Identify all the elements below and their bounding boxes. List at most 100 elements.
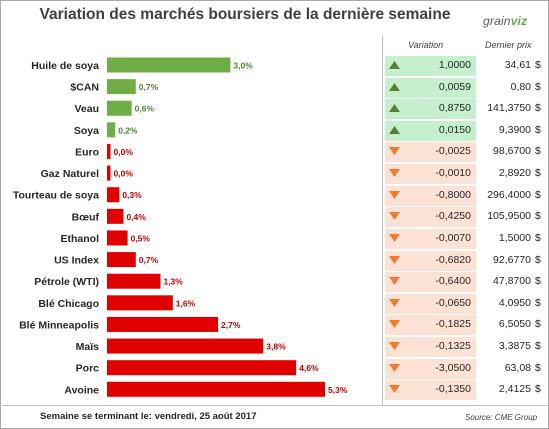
price-cell: [476, 142, 543, 163]
data-label: 0,0%: [114, 147, 134, 157]
last-price-value: 63,08: [504, 361, 531, 374]
logo-leaf-text: viz: [510, 14, 528, 28]
table-row: -0,6820 92,6770 $: [385, 250, 543, 271]
variation-value: -0,1325: [435, 340, 471, 353]
bar: [107, 252, 136, 268]
data-label: 4,6%: [299, 363, 319, 373]
variation-value: -0,1350: [435, 383, 471, 396]
data-label: 3,8%: [266, 342, 286, 352]
data-label: 5,3%: [328, 385, 348, 395]
category-label: Blé Minneapolis: [19, 319, 99, 331]
data-label: 0,6%: [135, 104, 155, 114]
arrow-down-icon: [389, 298, 400, 307]
bar: [107, 122, 116, 138]
currency-symbol: $: [535, 167, 541, 180]
category-label: Porc: [76, 363, 100, 375]
last-price-value: 92,6770: [493, 253, 531, 266]
last-price-value: 1,5000: [498, 231, 531, 244]
category-label: Bœuf: [72, 211, 100, 223]
bar: [107, 57, 231, 73]
data-label: 0,7%: [139, 255, 159, 265]
chart-title: Variation des marchés boursiers de la de…: [39, 6, 451, 23]
price-cell: [476, 207, 543, 228]
price-cell: [476, 77, 543, 98]
price-cell: [476, 120, 543, 141]
category-label: Tourteau de soya: [13, 190, 99, 202]
variation-value: -0,4250: [435, 210, 471, 223]
data-label: 0,7%: [139, 82, 159, 92]
price-cell: [476, 185, 543, 206]
arrow-up-icon: [389, 104, 400, 113]
currency-symbol: $: [535, 102, 541, 115]
variation-value: -3,0500: [435, 361, 471, 374]
data-label: 0,3%: [122, 190, 142, 200]
bar: [107, 143, 111, 159]
price-cell: [476, 293, 543, 314]
table-row: -0,0025 98,6700 $: [385, 142, 543, 163]
category-label: Maïs: [76, 341, 100, 353]
data-label: 0,0%: [114, 169, 134, 179]
arrow-down-icon: [389, 147, 400, 156]
last-price-value: 47,8700: [493, 275, 531, 288]
last-price-value: 141,3750: [487, 102, 531, 115]
grainviz-logo: grainviz: [483, 14, 527, 28]
currency-symbol: $: [535, 275, 541, 288]
currency-symbol: $: [535, 383, 541, 396]
price-cell: [476, 164, 543, 185]
variation-value: 0,8750: [438, 102, 471, 115]
table-row: 1,0000 34,61 $: [385, 56, 543, 76]
currency-symbol: $: [535, 361, 541, 374]
footer-separator: [2, 405, 547, 406]
arrow-down-icon: [389, 277, 400, 286]
price-cell: [476, 315, 543, 336]
data-label: 1,3%: [163, 277, 183, 287]
currency-symbol: $: [535, 80, 541, 93]
variation-value: -0,8000: [435, 188, 471, 201]
price-header: Dernier prix: [485, 40, 532, 50]
variation-value: -0,0070: [435, 231, 471, 244]
last-price-value: 0,80: [510, 80, 531, 93]
bar: [107, 187, 120, 203]
price-cell: [476, 250, 543, 271]
data-label: 0,2%: [118, 125, 138, 135]
bar-chart: Huile de soya 3,0% $CAN 0,7% Veau 0,6% Soya 0,2…: [13, 57, 348, 397]
currency-symbol: $: [535, 59, 541, 71]
source-label: Source: CME Group: [465, 413, 538, 422]
currency-symbol: $: [535, 188, 541, 201]
currency-symbol: $: [535, 318, 541, 331]
table-row: -0,1350 2,4125 $: [385, 380, 543, 401]
category-label: Avoine: [64, 384, 99, 396]
currency-symbol: $: [535, 253, 541, 266]
bar: [107, 360, 297, 376]
variation-value: -0,0010: [435, 167, 471, 180]
category-label: $CAN: [70, 82, 99, 94]
table-row: -0,8000 296,4000 $: [385, 185, 543, 206]
currency-symbol: $: [535, 210, 541, 223]
bar: [107, 208, 124, 224]
currency-symbol: $: [535, 231, 541, 244]
category-label: Blé Chicago: [38, 298, 99, 310]
bar: [107, 316, 219, 332]
price-cell: [476, 358, 543, 379]
bar: [107, 338, 264, 354]
table-row: 0,0059 0,80 $: [385, 77, 543, 98]
table-row: -0,6400 47,8700 $: [385, 272, 543, 293]
bar: [107, 295, 173, 311]
table-row: -3,0500 63,08 $: [385, 358, 543, 379]
price-cell: [476, 272, 543, 293]
arrow-down-icon: [389, 169, 400, 178]
currency-symbol: $: [535, 145, 541, 158]
arrow-down-icon: [389, 233, 400, 242]
price-cell: [476, 337, 543, 358]
last-price-value: 2,4125: [498, 383, 531, 396]
data-label: 0,5%: [131, 233, 151, 243]
last-price-value: 4,0950: [498, 296, 531, 309]
data-label: 1,6%: [176, 298, 196, 308]
table-row: -0,0650 4,0950 $: [385, 293, 543, 314]
arrow-down-icon: [389, 255, 400, 264]
table-row: 0,0150 9,3900 $: [385, 120, 543, 141]
arrow-up-icon: [389, 82, 400, 91]
bar: [107, 79, 136, 95]
currency-symbol: $: [535, 123, 541, 136]
price-cell: [476, 99, 543, 120]
